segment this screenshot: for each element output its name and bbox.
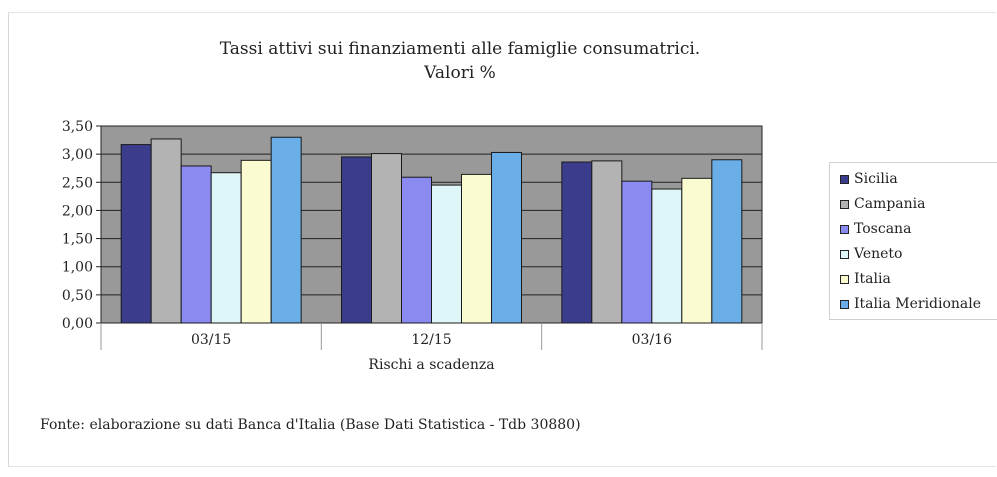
y-tick-label: 3,50 bbox=[62, 119, 93, 135]
legend-swatch bbox=[840, 299, 849, 309]
legend-swatch bbox=[840, 174, 849, 184]
x-tick-label: 03/15 bbox=[191, 332, 231, 348]
legend-swatch bbox=[840, 274, 849, 284]
bar-sicilia-03-16 bbox=[561, 161, 593, 324]
y-tick-label: 0,00 bbox=[62, 316, 93, 332]
bar-italia-meridionale-12-15 bbox=[491, 151, 522, 324]
y-tick-label: 1,50 bbox=[62, 232, 93, 248]
source-note: Fonte: elaborazione su dati Banca d'Ital… bbox=[40, 417, 581, 433]
chart-title: Tassi attivi sui finanziamenti alle fami… bbox=[219, 39, 701, 59]
legend-item: Sicilia bbox=[840, 170, 898, 188]
legend-item: Toscana bbox=[840, 220, 911, 238]
legend-label: Campania bbox=[854, 196, 926, 212]
legend-swatch bbox=[840, 249, 849, 259]
x-tick-label: 12/15 bbox=[411, 332, 451, 348]
legend-item: Italia bbox=[840, 270, 891, 288]
x-axis-title: Rischi a scadenza bbox=[368, 357, 494, 373]
chart-frame bbox=[8, 12, 996, 467]
bar-veneto-03-16 bbox=[651, 188, 683, 324]
y-tick-label: 2,00 bbox=[62, 203, 93, 219]
y-tick-label: 2,50 bbox=[62, 175, 93, 191]
y-tick-label: 0,50 bbox=[62, 288, 93, 304]
legend-item: Campania bbox=[840, 195, 925, 213]
bar-campania-03-15 bbox=[150, 138, 182, 324]
y-tick-label: 3,00 bbox=[62, 147, 93, 163]
bar-sicilia-12-15 bbox=[341, 156, 372, 324]
legend-label: Italia Meridionale bbox=[854, 296, 982, 312]
bar-campania-12-15 bbox=[371, 153, 402, 324]
legend: Sicilia Campania Toscana Veneto Italia Italia… bbox=[829, 162, 997, 320]
bar-italia-03-16 bbox=[681, 177, 713, 324]
bar-sicilia-03-15 bbox=[120, 144, 152, 324]
legend-swatch bbox=[840, 224, 849, 234]
bar-veneto-03-15 bbox=[210, 172, 242, 324]
bar-italia-12-15 bbox=[461, 173, 492, 324]
x-tick-label: 03/16 bbox=[632, 332, 672, 348]
legend-item: Italia Meridionale bbox=[840, 295, 981, 313]
bar-campania-03-16 bbox=[591, 160, 623, 324]
bar-italia-meridionale-03-16 bbox=[711, 159, 743, 324]
bar-toscana-03-15 bbox=[180, 165, 212, 324]
bar-italia-03-15 bbox=[240, 159, 272, 324]
legend-label: Italia bbox=[854, 271, 891, 287]
y-tick-label: 1,00 bbox=[62, 260, 93, 276]
legend-label: Toscana bbox=[854, 221, 912, 237]
chart-subtitle: Valori % bbox=[424, 63, 496, 83]
legend-label: Sicilia bbox=[854, 171, 898, 187]
bar-italia-meridionale-03-15 bbox=[270, 136, 302, 324]
legend-swatch bbox=[840, 199, 849, 209]
legend-label: Veneto bbox=[854, 246, 903, 262]
bar-toscana-03-16 bbox=[621, 180, 653, 324]
bar-toscana-12-15 bbox=[401, 176, 432, 324]
bar-veneto-12-15 bbox=[431, 184, 462, 324]
legend-item: Veneto bbox=[840, 245, 902, 263]
